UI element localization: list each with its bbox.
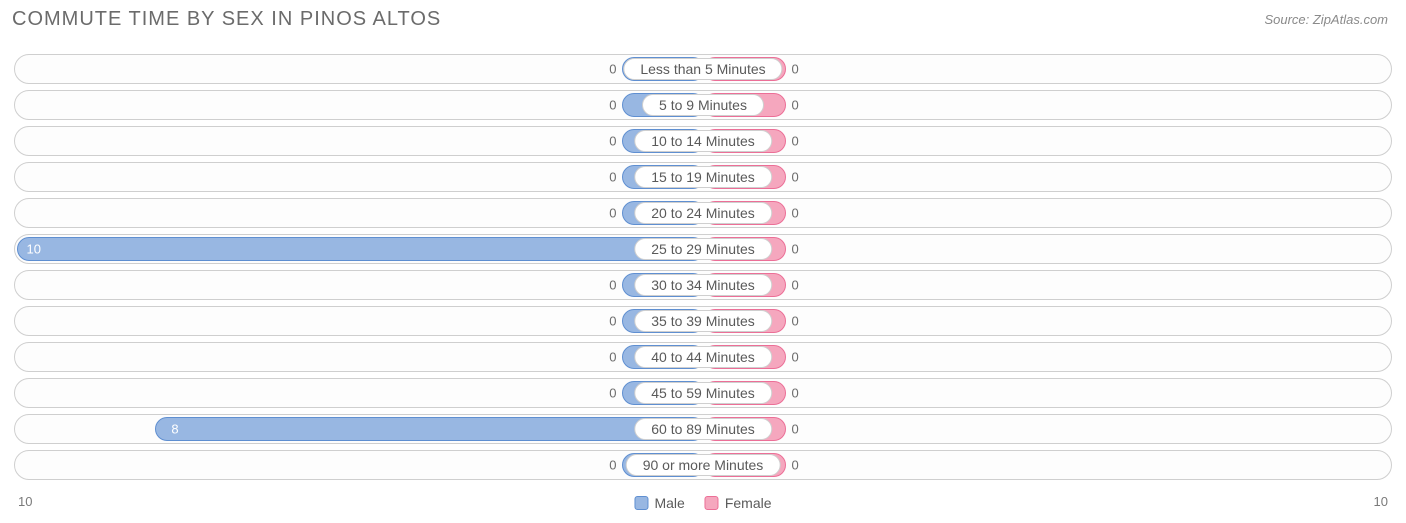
male-value: 0 <box>609 458 616 473</box>
female-value: 0 <box>792 98 799 113</box>
axis-max-left: 10 <box>18 494 32 509</box>
category-label: 90 or more Minutes <box>626 454 781 476</box>
chart-row: 0 0 Less than 5 Minutes <box>14 54 1392 84</box>
chart-container: COMMUTE TIME BY SEX IN PINOS ALTOS Sourc… <box>0 0 1406 523</box>
chart-row: 0 0 40 to 44 Minutes <box>14 342 1392 372</box>
chart-row: 0 0 35 to 39 Minutes <box>14 306 1392 336</box>
male-value: 8 <box>171 422 178 437</box>
chart-row: 0 0 90 or more Minutes <box>14 450 1392 480</box>
chart-row: 0 0 20 to 24 Minutes <box>14 198 1392 228</box>
female-value: 0 <box>792 314 799 329</box>
category-label: 10 to 14 Minutes <box>634 130 772 152</box>
category-label: 30 to 34 Minutes <box>634 274 772 296</box>
female-value: 0 <box>792 206 799 221</box>
category-label: Less than 5 Minutes <box>623 58 782 80</box>
male-value: 0 <box>609 134 616 149</box>
male-bar <box>155 417 705 441</box>
category-label: 45 to 59 Minutes <box>634 382 772 404</box>
category-label: 5 to 9 Minutes <box>642 94 764 116</box>
male-value: 0 <box>609 350 616 365</box>
axis-max-right: 10 <box>1374 494 1388 509</box>
category-label: 25 to 29 Minutes <box>634 238 772 260</box>
female-value: 0 <box>792 170 799 185</box>
category-label: 20 to 24 Minutes <box>634 202 772 224</box>
category-label: 35 to 39 Minutes <box>634 310 772 332</box>
male-swatch-icon <box>634 496 648 510</box>
female-value: 0 <box>792 62 799 77</box>
chart-row: 0 0 5 to 9 Minutes <box>14 90 1392 120</box>
chart-title: COMMUTE TIME BY SEX IN PINOS ALTOS <box>12 8 441 31</box>
female-swatch-icon <box>705 496 719 510</box>
male-value: 0 <box>609 62 616 77</box>
chart-area: 00Less than 5 Minutes005 to 9 Minutes001… <box>14 54 1392 487</box>
female-value: 0 <box>792 134 799 149</box>
chart-row: 0 0 15 to 19 Minutes <box>14 162 1392 192</box>
male-value: 0 <box>609 386 616 401</box>
legend: Male Female <box>634 495 771 511</box>
female-value: 0 <box>792 386 799 401</box>
legend-female-label: Female <box>725 495 772 511</box>
legend-male-label: Male <box>654 495 684 511</box>
chart-row: 0 0 10 to 14 Minutes <box>14 126 1392 156</box>
source-attribution: Source: ZipAtlas.com <box>1264 12 1388 27</box>
legend-item-female: Female <box>705 495 772 511</box>
female-value: 0 <box>792 278 799 293</box>
category-label: 60 to 89 Minutes <box>634 418 772 440</box>
female-value: 0 <box>792 422 799 437</box>
male-value: 0 <box>609 98 616 113</box>
female-value: 0 <box>792 350 799 365</box>
male-value: 10 <box>27 242 41 257</box>
chart-row: 8 0 60 to 89 Minutes <box>14 414 1392 444</box>
category-label: 15 to 19 Minutes <box>634 166 772 188</box>
male-value: 0 <box>609 206 616 221</box>
male-value: 0 <box>609 170 616 185</box>
legend-item-male: Male <box>634 495 684 511</box>
female-value: 0 <box>792 458 799 473</box>
female-value: 0 <box>792 242 799 257</box>
male-value: 0 <box>609 278 616 293</box>
male-value: 0 <box>609 314 616 329</box>
male-bar <box>17 237 705 261</box>
chart-row: 10 0 25 to 29 Minutes <box>14 234 1392 264</box>
chart-row: 0 0 45 to 59 Minutes <box>14 378 1392 408</box>
category-label: 40 to 44 Minutes <box>634 346 772 368</box>
chart-row: 0 0 30 to 34 Minutes <box>14 270 1392 300</box>
